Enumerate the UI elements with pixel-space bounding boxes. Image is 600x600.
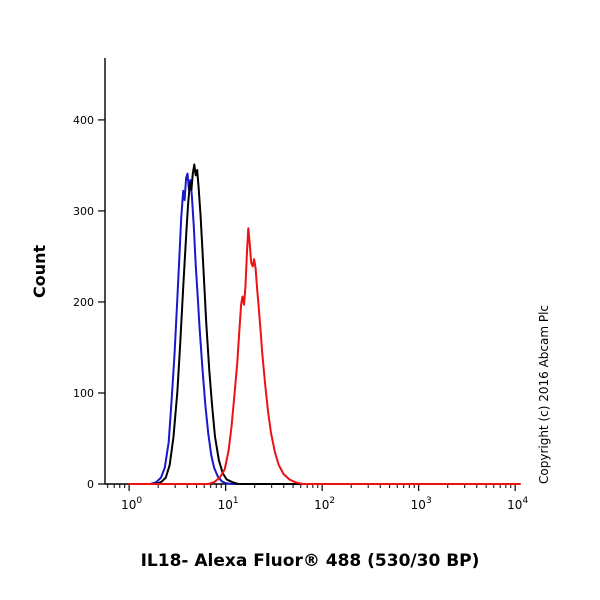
x-tick-label: 100 [121, 496, 142, 512]
y-tick-label: 400 [73, 114, 94, 127]
y-tick-label: 200 [73, 296, 94, 309]
curve-red-il18-stained [128, 227, 521, 485]
x-axis-title: IL18- Alexa Fluor® 488 (530/30 BP) [140, 551, 480, 571]
y-tick-label: 100 [73, 387, 94, 400]
curve-black-control [128, 163, 517, 485]
y-tick-label: 0 [87, 478, 94, 491]
x-tick-label: 101 [218, 496, 239, 512]
copyright-text: Copyright (c) 2016 Abcam Plc [537, 304, 551, 484]
y-tick-label: 300 [73, 205, 94, 218]
x-tick-label: 102 [314, 496, 335, 512]
x-tick-label: 103 [411, 496, 432, 512]
y-axis-label: Count [30, 244, 49, 298]
x-tick-label: 104 [507, 496, 528, 512]
